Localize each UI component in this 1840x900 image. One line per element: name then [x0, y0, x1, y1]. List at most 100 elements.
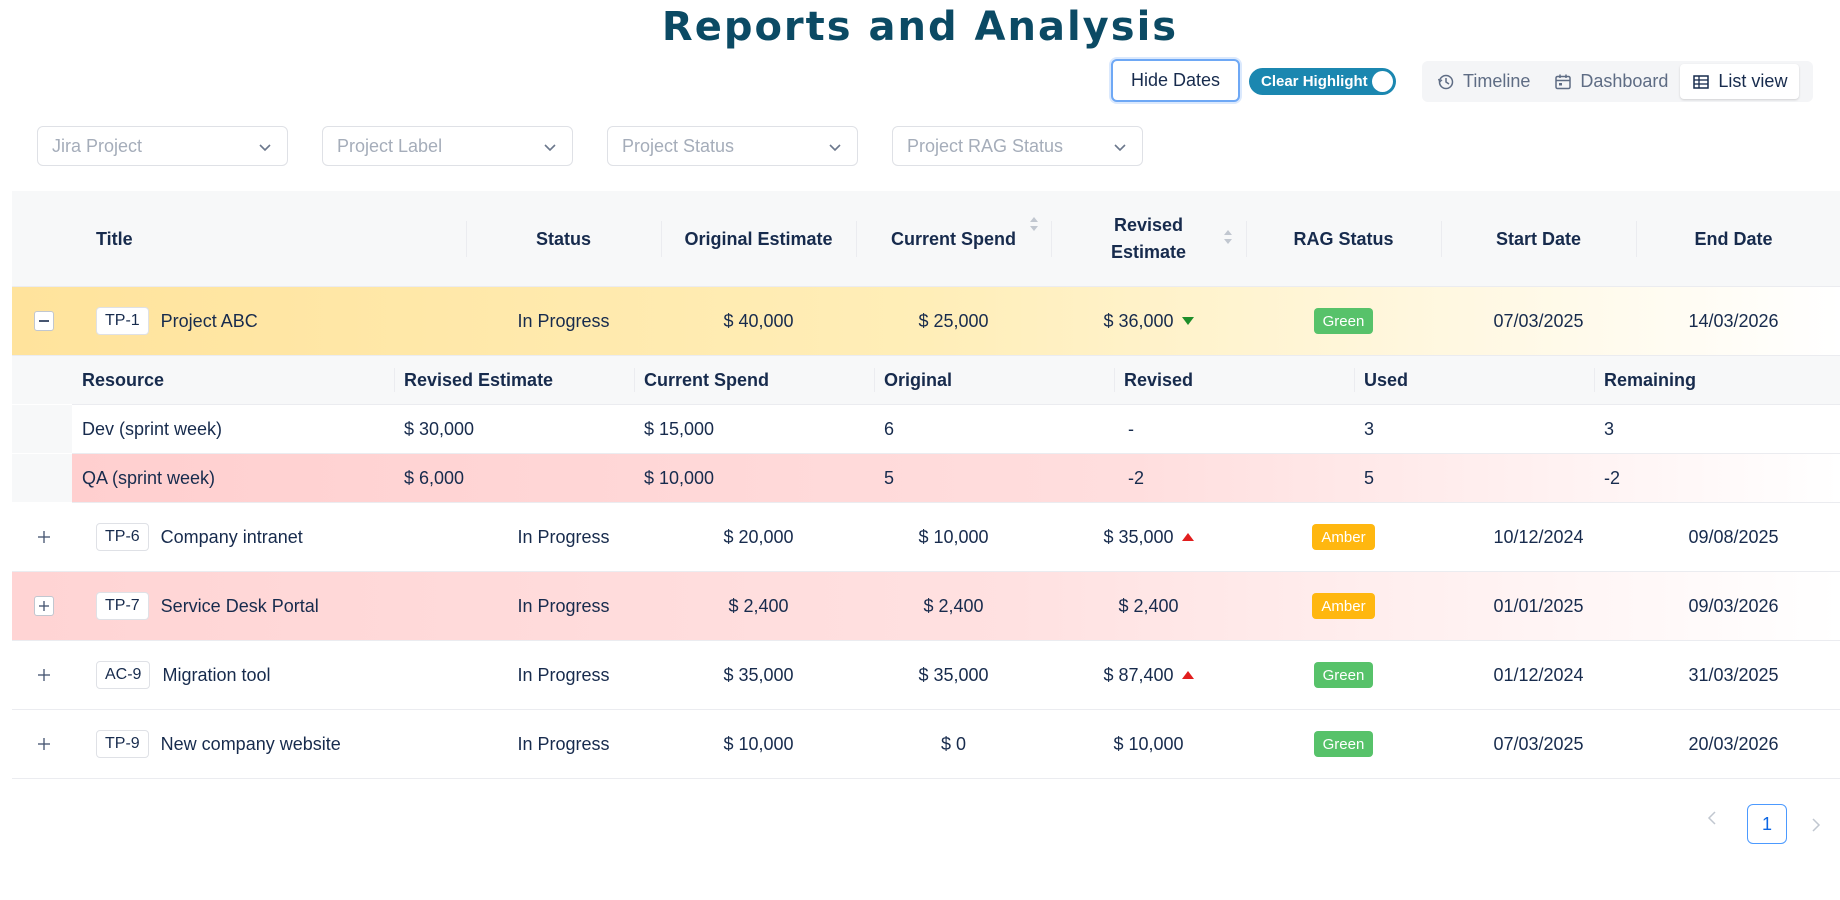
project-status-placeholder: Project Status — [622, 135, 735, 156]
project-label-select[interactable]: Project Label — [322, 126, 573, 166]
expand-button[interactable] — [34, 665, 54, 685]
hide-dates-button[interactable]: Hide Dates — [1111, 59, 1240, 102]
status-badge: Green — [1313, 662, 1374, 688]
current-spend-cell: $ 15,000 — [644, 418, 715, 439]
project-status-select[interactable]: Project Status — [607, 126, 858, 166]
toggle-knob — [1372, 71, 1393, 92]
table-row[interactable]: AC-9 Migration tool In Progress $ 35,000… — [12, 641, 1840, 710]
original-estimate-cell: $ 20,000 — [723, 526, 794, 547]
start-date-cell: 07/03/2025 — [1493, 310, 1584, 331]
current-spend-cell: $ 35,000 — [918, 664, 989, 685]
header-current-spend-label: Current Spend — [890, 228, 1016, 249]
project-name[interactable]: New company website — [160, 733, 341, 754]
header-rag-status-label: RAG Status — [1293, 228, 1394, 249]
issue-key[interactable]: AC-9 — [96, 661, 151, 689]
table-row[interactable]: TP-9 New company website In Progress $ 1… — [12, 710, 1840, 779]
project-name[interactable]: Project ABC — [160, 310, 258, 331]
plus-icon — [39, 601, 49, 611]
header-revised-estimate-label: Revised Estimate — [1110, 215, 1187, 262]
view-switcher: Timeline Dashboard List view — [1422, 61, 1813, 102]
chevron-down-icon — [827, 139, 843, 160]
expand-button[interactable] — [34, 596, 54, 616]
table-row[interactable]: TP-7 Service Desk Portal In Progress $ 2… — [12, 572, 1840, 641]
plus-icon — [38, 531, 50, 543]
tab-dashboard[interactable]: Dashboard — [1542, 64, 1680, 99]
chevron-right-icon — [1812, 818, 1821, 832]
status-cell: In Progress — [517, 526, 610, 547]
status-cell: In Progress — [517, 664, 610, 685]
header-current-spend[interactable]: Current Spend — [856, 191, 1051, 287]
used-cell: 5 — [1364, 467, 1375, 488]
header-start-date: Start Date — [1441, 191, 1636, 287]
status-cell: In Progress — [517, 310, 610, 331]
original-cell: 5 — [884, 467, 895, 488]
sort-icon[interactable] — [1028, 214, 1040, 234]
issue-key[interactable]: TP-7 — [96, 592, 149, 620]
sub-header-used: Used — [1354, 356, 1408, 404]
project-rag-status-placeholder: Project RAG Status — [907, 135, 1064, 156]
history-icon — [1437, 73, 1455, 91]
chevron-left-icon — [1707, 811, 1716, 825]
project-name[interactable]: Migration tool — [162, 664, 271, 685]
expand-button[interactable] — [34, 734, 54, 754]
status-badge: Amber — [1312, 524, 1375, 550]
revised-estimate-cell: $ 2,400 — [1118, 595, 1179, 616]
rag-cell: Green — [1246, 641, 1441, 709]
sub-header-current-spend: Current Spend — [634, 356, 769, 404]
subtable-indent — [12, 356, 72, 404]
header-rag-status: RAG Status — [1246, 191, 1441, 287]
sub-header-revised: Revised — [1114, 356, 1193, 404]
sort-icon[interactable] — [1222, 227, 1234, 247]
used-cell: 3 — [1364, 418, 1375, 439]
original-cell: 6 — [884, 418, 895, 439]
jira-project-placeholder: Jira Project — [52, 135, 143, 156]
table-icon — [1692, 73, 1710, 91]
rag-cell: Green — [1246, 287, 1441, 355]
sub-header-resource: Resource — [82, 369, 165, 390]
resource-cell: QA (sprint week) — [82, 467, 216, 488]
end-date-cell: 14/03/2026 — [1688, 310, 1779, 331]
table-row[interactable]: TP-1 Project ABC In Progress $ 40,000 $ … — [12, 287, 1840, 356]
header-revised-estimate[interactable]: Revised Estimate — [1051, 191, 1246, 287]
collapse-button[interactable] — [34, 311, 54, 331]
plus-icon — [38, 738, 50, 750]
plus-icon — [38, 669, 50, 681]
tab-timeline[interactable]: Timeline — [1425, 64, 1542, 99]
pagination-next-button[interactable] — [1810, 817, 1822, 838]
end-date-cell: 09/08/2025 — [1688, 526, 1779, 547]
project-name[interactable]: Service Desk Portal — [160, 595, 319, 616]
table-row[interactable]: TP-6 Company intranet In Progress $ 20,0… — [12, 503, 1840, 572]
subtable-indent — [12, 405, 72, 453]
revised-estimate-value: $ 35,000 — [1103, 526, 1174, 547]
header-end-date-label: End Date — [1694, 228, 1773, 249]
project-rag-status-select[interactable]: Project RAG Status — [892, 126, 1143, 166]
row-title: TP-7 Service Desk Portal — [96, 572, 319, 640]
chevron-down-icon — [1112, 139, 1128, 160]
current-spend-cell: $ 10,000 — [644, 467, 715, 488]
tab-list-view[interactable]: List view — [1680, 64, 1800, 99]
clear-highlight-label: Clear Highlight — [1261, 73, 1368, 90]
pagination-page-button[interactable]: 1 — [1747, 804, 1787, 844]
revised-estimate-cell: $ 10,000 — [1113, 733, 1184, 754]
tab-dashboard-label: Dashboard — [1580, 71, 1669, 91]
header-original-estimate: Original Estimate — [661, 191, 856, 287]
issue-key[interactable]: TP-1 — [96, 307, 149, 335]
jira-project-select[interactable]: Jira Project — [37, 126, 288, 166]
current-spend-cell: $ 2,400 — [923, 595, 984, 616]
revised-estimate-cell: $ 36,000 — [1051, 287, 1246, 355]
issue-key[interactable]: TP-9 — [96, 730, 149, 758]
clear-highlight-toggle[interactable]: Clear Highlight — [1249, 68, 1396, 95]
pagination-prev-button[interactable] — [1706, 810, 1718, 831]
issue-key[interactable]: TP-6 — [96, 523, 149, 551]
status-badge: Green — [1313, 308, 1374, 334]
start-date-cell: 10/12/2024 — [1493, 526, 1584, 547]
header-original-estimate-label: Original Estimate — [684, 228, 833, 249]
chevron-down-icon — [257, 139, 273, 160]
projects-table: Title Status Original Estimate Current S… — [12, 191, 1840, 779]
header-end-date: End Date — [1636, 191, 1831, 287]
project-name[interactable]: Company intranet — [160, 526, 303, 547]
expand-button[interactable] — [34, 527, 54, 547]
subtable-row: Dev (sprint week) $ 30,000 $ 15,000 6 - … — [12, 405, 1840, 454]
subtable-row: QA (sprint week) $ 6,000 $ 10,000 5 -2 5… — [12, 454, 1840, 503]
end-date-cell: 20/03/2026 — [1688, 733, 1779, 754]
